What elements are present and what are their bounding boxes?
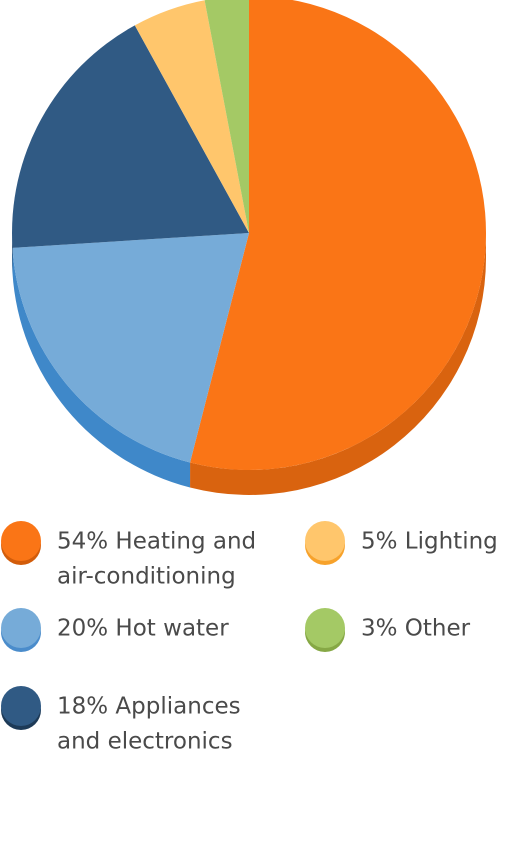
pie-side-hot-water xyxy=(12,247,191,488)
pie-slice-heating-and-air-conditioning xyxy=(190,0,486,470)
pie-slices xyxy=(11,0,486,470)
legend-item-appliances-and-electronics: 18% Appliances and electronics xyxy=(1,686,241,755)
pie-slice-appliances-and-electronics xyxy=(11,25,249,248)
pie-3d-side xyxy=(12,233,487,495)
legend-label: 5% Lighting xyxy=(361,529,498,555)
pie-slice-other xyxy=(204,0,249,233)
legend-marker xyxy=(1,521,41,561)
legend-marker xyxy=(305,521,345,561)
pie-slice-hot-water xyxy=(12,233,249,463)
pie-slice-lighting xyxy=(134,0,249,233)
legend-label: 18% Appliances xyxy=(57,694,241,720)
legend-marker xyxy=(305,608,345,648)
legend: 54% Heating and air-conditioning 20% Hot w… xyxy=(1,521,498,755)
legend-item-other: 3% Other xyxy=(305,608,471,652)
pie-side-heating-and-air-conditioning xyxy=(190,233,487,495)
legend-label: 20% Hot water xyxy=(57,616,229,642)
legend-item-heating-and-air-conditioning: 54% Heating and air-conditioning xyxy=(1,521,256,590)
legend-marker xyxy=(1,686,41,726)
legend-label: 54% Heating and xyxy=(57,529,256,555)
legend-label: and electronics xyxy=(57,729,233,755)
legend-label: air-conditioning xyxy=(57,564,236,590)
legend-item-lighting: 5% Lighting xyxy=(305,521,498,565)
legend-item-hot-water: 20% Hot water xyxy=(1,608,229,652)
legend-label: 3% Other xyxy=(361,616,471,642)
legend-marker xyxy=(1,608,41,648)
